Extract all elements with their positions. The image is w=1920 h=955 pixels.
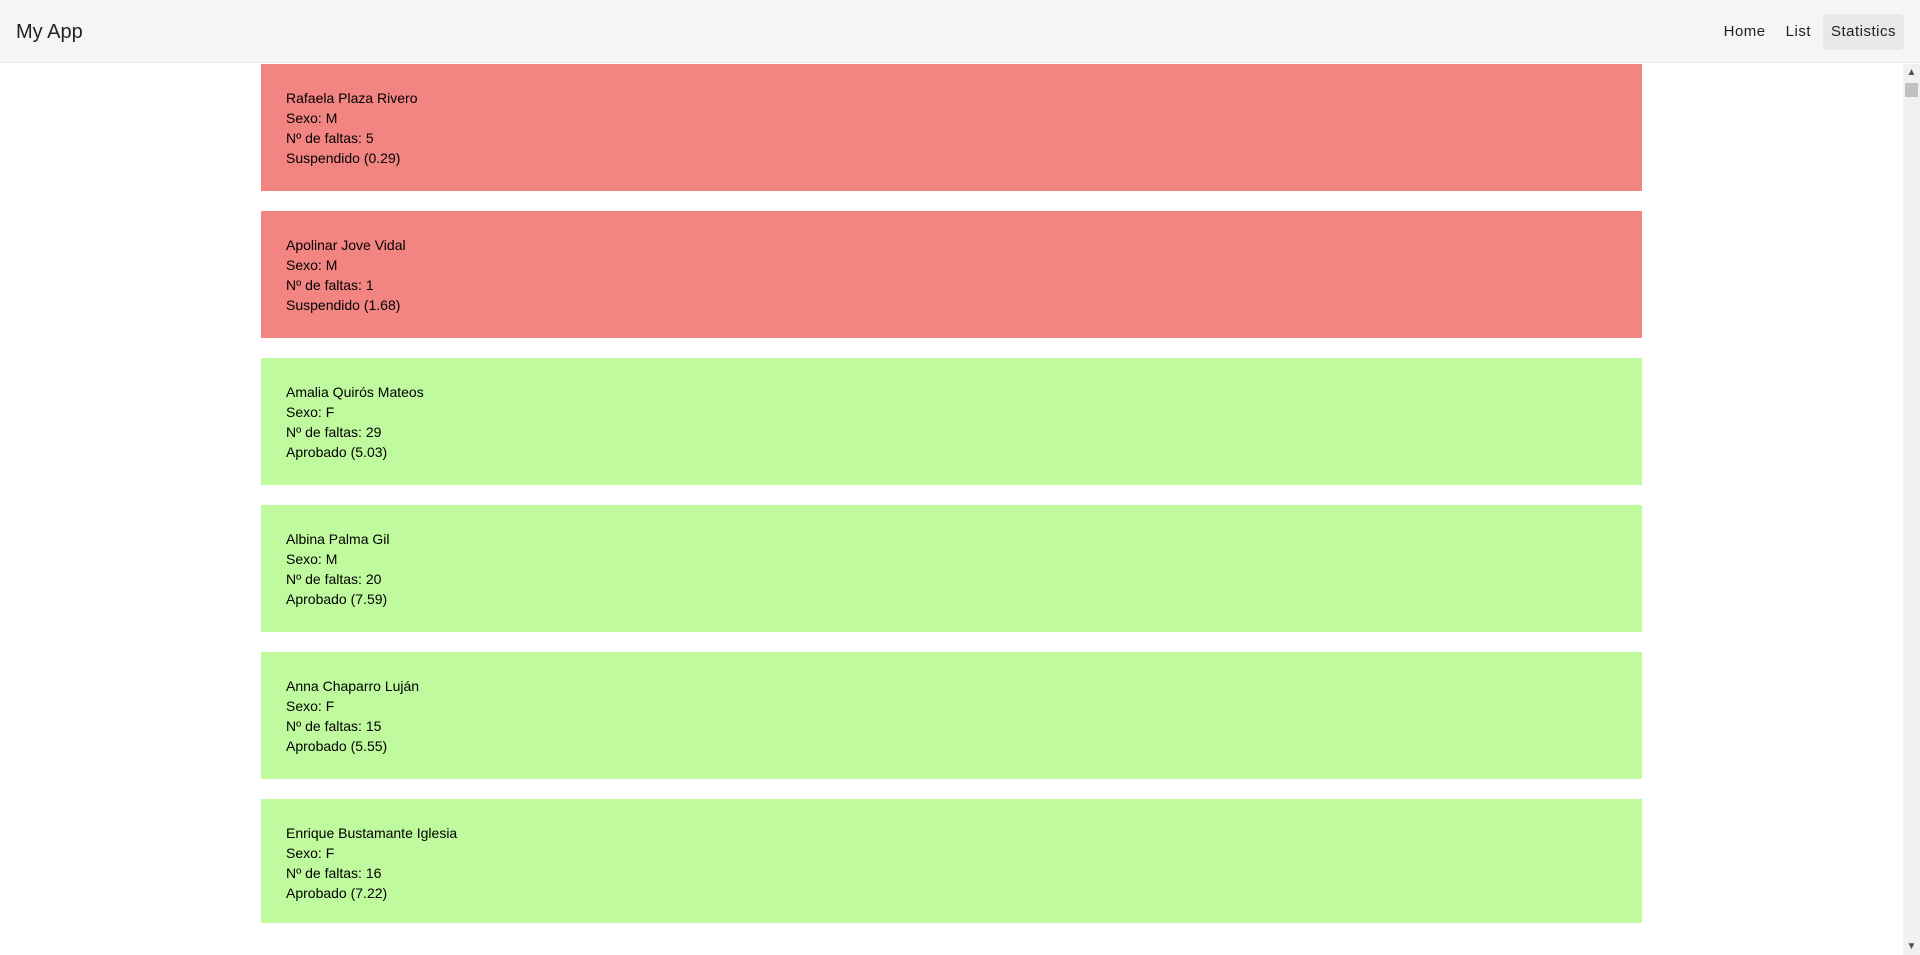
nav-list-button[interactable]: List xyxy=(1785,23,1811,40)
scroll-up-arrow-icon[interactable]: ▲ xyxy=(1906,67,1917,78)
student-sex: Sexo: F xyxy=(286,698,335,714)
top-app-bar: My App Home List Statistics xyxy=(0,0,1920,63)
scroll-down-arrow-icon[interactable]: ▼ xyxy=(1906,941,1917,952)
student-card: Enrique Bustamante Iglesia Sexo: F Nº de… xyxy=(261,799,1642,923)
student-absences: Nº de faltas: 16 xyxy=(286,865,382,881)
student-name: Rafaela Plaza Rivero xyxy=(286,90,418,106)
main-nav: Home List Statistics xyxy=(1716,14,1904,50)
scroll-content[interactable]: Rafaela Plaza Rivero Sexo: M Nº de falta… xyxy=(0,64,1903,955)
student-name: Anna Chaparro Luján xyxy=(286,678,420,694)
student-result: Aprobado (7.22) xyxy=(286,885,388,901)
student-absences: Nº de faltas: 5 xyxy=(286,130,374,146)
student-card: Rafaela Plaza Rivero Sexo: M Nº de falta… xyxy=(261,64,1642,191)
student-sex: Sexo: F xyxy=(286,404,335,420)
student-sex: Sexo: F xyxy=(286,845,335,861)
student-name: Enrique Bustamante Iglesia xyxy=(286,825,458,841)
student-card: Albina Palma Gil Sexo: M Nº de faltas: 2… xyxy=(261,505,1642,632)
app-title: My App xyxy=(16,21,83,43)
nav-statistics-button[interactable]: Statistics xyxy=(1822,14,1904,50)
student-result: Aprobado (5.55) xyxy=(286,738,388,754)
student-result: Suspendido (0.29) xyxy=(286,150,401,166)
student-name: Amalia Quirós Mateos xyxy=(286,384,424,400)
student-result: Suspendido (1.68) xyxy=(286,297,401,313)
student-absences: Nº de faltas: 15 xyxy=(286,718,382,734)
student-result: Aprobado (5.03) xyxy=(286,444,388,460)
student-sex: Sexo: M xyxy=(286,110,338,126)
student-card-list: Rafaela Plaza Rivero Sexo: M Nº de falta… xyxy=(261,64,1642,923)
student-absences: Nº de faltas: 20 xyxy=(286,571,382,587)
scrollbar-thumb[interactable] xyxy=(1905,83,1918,97)
student-result: Aprobado (7.59) xyxy=(286,591,388,607)
student-name: Albina Palma Gil xyxy=(286,531,390,547)
student-card: Amalia Quirós Mateos Sexo: F Nº de falta… xyxy=(261,358,1642,485)
student-name: Apolinar Jove Vidal xyxy=(286,237,406,253)
student-card: Anna Chaparro Luján Sexo: F Nº de faltas… xyxy=(261,652,1642,779)
vertical-scrollbar[interactable]: ▲ ▼ xyxy=(1903,64,1920,955)
nav-home-button[interactable]: Home xyxy=(1723,23,1766,40)
student-sex: Sexo: M xyxy=(286,257,338,273)
student-absences: Nº de faltas: 1 xyxy=(286,277,374,293)
student-card: Apolinar Jove Vidal Sexo: M Nº de faltas… xyxy=(261,211,1642,338)
student-sex: Sexo: M xyxy=(286,551,338,567)
student-absences: Nº de faltas: 29 xyxy=(286,424,382,440)
